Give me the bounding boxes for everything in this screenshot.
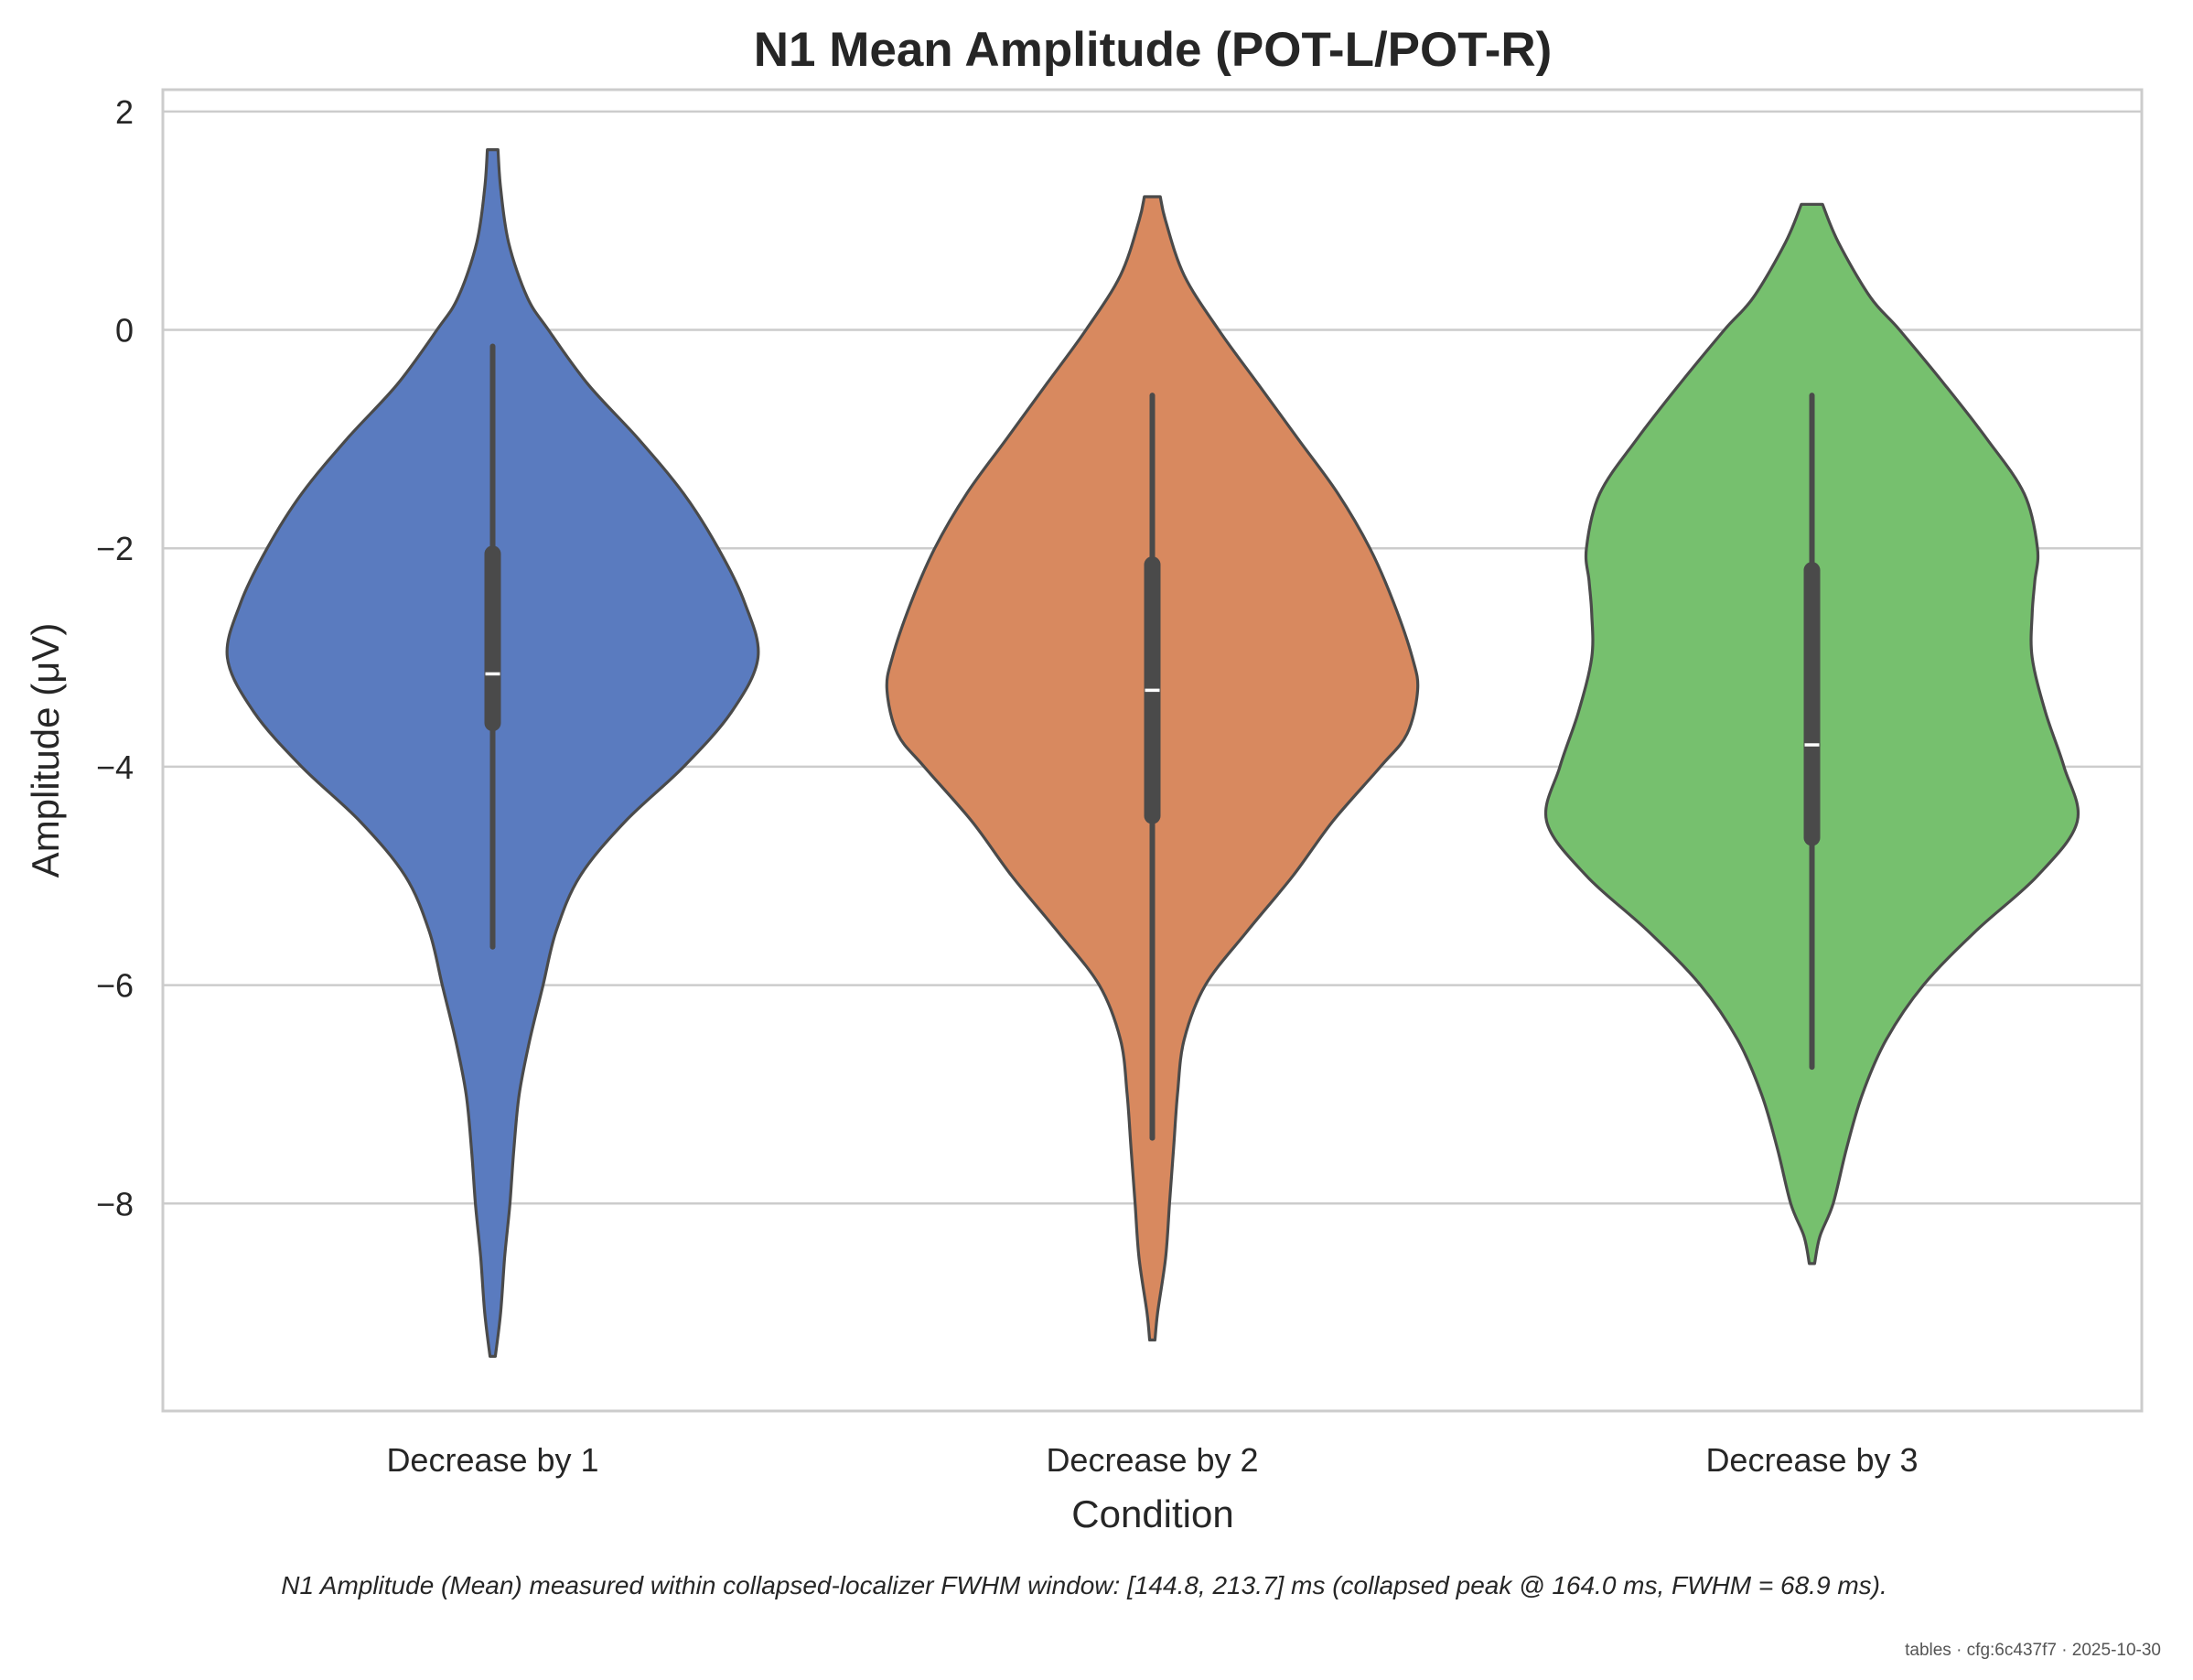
x-axis-label: Condition <box>1071 1492 1233 1535</box>
x-tick-label: Decrease by 3 <box>1705 1441 1918 1479</box>
violin-1 <box>225 148 760 1358</box>
plot-frame <box>161 88 2144 1413</box>
y-tick-label: 2 <box>115 93 134 131</box>
violin-2 <box>885 195 1420 1341</box>
x-tick-label: Decrease by 2 <box>1046 1441 1258 1479</box>
y-tick-labels: 2 0 −2 −4 −6 −8 <box>96 93 134 1222</box>
y-tick-label: −4 <box>96 748 134 786</box>
x-tick-label: Decrease by 1 <box>386 1441 598 1479</box>
y-tick-label: −2 <box>96 530 134 567</box>
y-tick-label: −8 <box>96 1185 134 1222</box>
y-tick-label: 0 <box>115 312 134 350</box>
chart-caption: N1 Amplitude (Mean) measured within coll… <box>281 1571 1887 1599</box>
violins <box>225 148 2080 1358</box>
chart-title: N1 Mean Amplitude (POT-L/POT-R) <box>754 23 1553 77</box>
y-tick-label: −6 <box>96 967 134 1005</box>
y-axis-label: Amplitude (μV) <box>24 623 67 878</box>
x-tick-labels: Decrease by 1 Decrease by 2 Decrease by 3 <box>386 1441 1918 1479</box>
footer-text: tables · cfg:6c437f7 · 2025-10-30 <box>1905 1641 2161 1660</box>
violin-3 <box>1543 202 2080 1265</box>
